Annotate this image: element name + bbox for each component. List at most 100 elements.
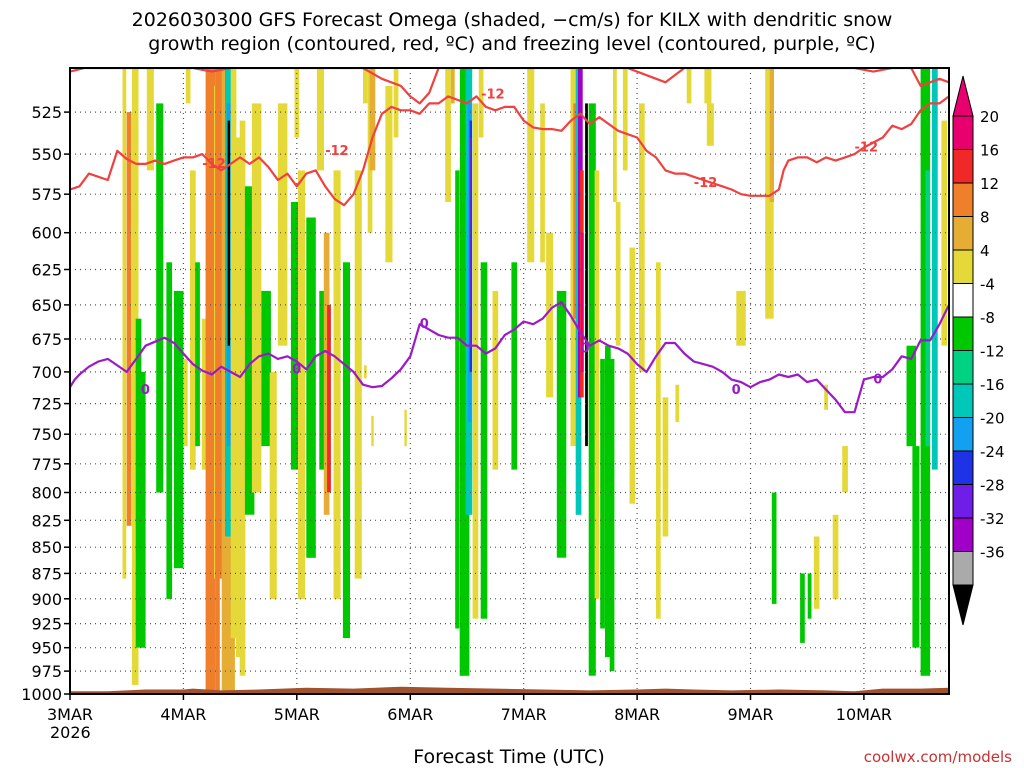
y-axis-tick-label: 775 (31, 455, 62, 474)
omega-cell (369, 68, 376, 171)
omega-cell (298, 170, 306, 599)
colorbar-swatch (952, 283, 974, 318)
omega-cell (605, 345, 611, 658)
omega-cell (941, 120, 948, 346)
omega-cell (511, 262, 518, 470)
freezing-contour-label: 0 (292, 362, 301, 377)
x-axis-tick-label: 10MAR (836, 705, 892, 724)
omega-cell (122, 68, 127, 579)
dgz-contour-label: -12 (694, 176, 718, 191)
omega-cell (156, 103, 164, 493)
x-axis-tick-label: 6MAR (387, 705, 433, 724)
omega-cell (622, 68, 628, 171)
omega-cell (239, 120, 246, 676)
omega-cell (269, 371, 277, 599)
omega-cell (615, 202, 621, 346)
omega-cell (450, 68, 455, 104)
colorbar-top-arrow (952, 75, 974, 117)
colorbar-swatch (952, 484, 974, 519)
omega-cell (800, 573, 805, 643)
omega-cell (316, 68, 324, 171)
omega-shading (122, 68, 948, 694)
omega-cell (371, 415, 374, 447)
omega-cell (613, 68, 617, 202)
omega-cell (215, 68, 220, 694)
omega-cell (327, 304, 331, 493)
colorbar-label: -4 (980, 276, 995, 294)
colorbar-swatch (952, 551, 974, 586)
omega-cell (906, 345, 916, 447)
colorbar-swatch (952, 216, 974, 251)
colorbar-swatch (952, 316, 974, 351)
omega-cell (556, 290, 567, 558)
colorbar-label: -36 (980, 544, 1005, 562)
omega-cell (201, 318, 208, 470)
omega-cell (261, 290, 271, 447)
colorbar-label: 4 (980, 242, 990, 260)
omega-cell (205, 68, 216, 694)
colorbar-swatch (952, 115, 974, 150)
colorbar-swatch (952, 450, 974, 485)
omega-cell (472, 103, 479, 619)
omega-cell (146, 68, 154, 171)
y-axis-tick-label: 550 (31, 145, 62, 164)
x-axis-tick-label: 9MAR (727, 705, 773, 724)
colorbar-label: 20 (980, 108, 999, 126)
colorbar-swatch (952, 149, 974, 184)
chart-title-line-1: 2026030300 GFS Forecast Omega (shaded, −… (132, 9, 893, 31)
omega-cell (842, 446, 848, 493)
freezing-level-contour (70, 301, 949, 414)
omega-cell (492, 290, 499, 470)
omega-cell (404, 409, 407, 447)
omega-cell (609, 358, 615, 672)
omega-cell (736, 290, 746, 346)
y-axis-tick-label: 975 (31, 662, 62, 681)
omega-cell (323, 232, 330, 515)
omega-cell (832, 514, 839, 599)
omega-cell (385, 85, 393, 263)
y-axis-tick-label: 675 (31, 330, 62, 349)
credit-text: coolwx.com/models (864, 748, 1012, 766)
freezing-contour-label: 0 (141, 383, 150, 398)
dgz-top-contour (70, 68, 949, 105)
y-axis-tick-label: 625 (31, 261, 62, 280)
x-axis-tick-label: 3MAR (47, 705, 93, 724)
omega-cell (135, 318, 142, 648)
y-axis-tick-label: 525 (31, 103, 62, 122)
omega-cell (594, 170, 600, 599)
omega-cell (190, 170, 196, 470)
y-axis-tick-label: 850 (31, 538, 62, 557)
omega-cell (925, 170, 931, 447)
freezing-contour-label: 0 (580, 341, 589, 356)
omega-cell (294, 68, 300, 138)
dgz-contour-label: -12 (481, 88, 505, 103)
omega-cell (629, 247, 636, 504)
colorbar-label: -28 (980, 477, 1005, 495)
dgz-contour-label: -12 (202, 157, 226, 172)
omega-cell (527, 68, 535, 263)
y-axis-tick-label: 575 (31, 185, 62, 204)
omega-cell (174, 290, 184, 569)
y-axis-tick-label: 750 (31, 425, 62, 444)
y-axis-tick-label: 875 (31, 564, 62, 583)
plot-frame (69, 67, 950, 695)
omega-cell (807, 573, 812, 619)
omega-cell (227, 120, 230, 346)
colorbar-swatch (952, 517, 974, 552)
colorbar-legend: 20 16 12 8 4 -4 -8 -12 -16 -20 -24 -28 -32 -36 (952, 75, 1005, 626)
omega-cell (333, 170, 341, 599)
omega-cell (131, 68, 139, 685)
colorbar-label: 16 (980, 142, 999, 160)
omega-cell (445, 68, 451, 202)
colorbar-label: -20 (980, 410, 1005, 428)
colorbar-bottom-arrow (952, 584, 974, 626)
x-axis-tick-label: 8MAR (614, 705, 660, 724)
colorbar-swatch (952, 383, 974, 418)
y-axis-tick-label: 650 (31, 296, 62, 315)
omega-cell (126, 112, 132, 526)
y-axis-tick-label: 700 (31, 363, 62, 382)
colorbar-label: -16 (980, 376, 1005, 394)
dgz-contour-label: -12 (325, 144, 349, 159)
x-axis-tick-label: 7MAR (501, 705, 547, 724)
colorbar-swatch (952, 249, 974, 284)
